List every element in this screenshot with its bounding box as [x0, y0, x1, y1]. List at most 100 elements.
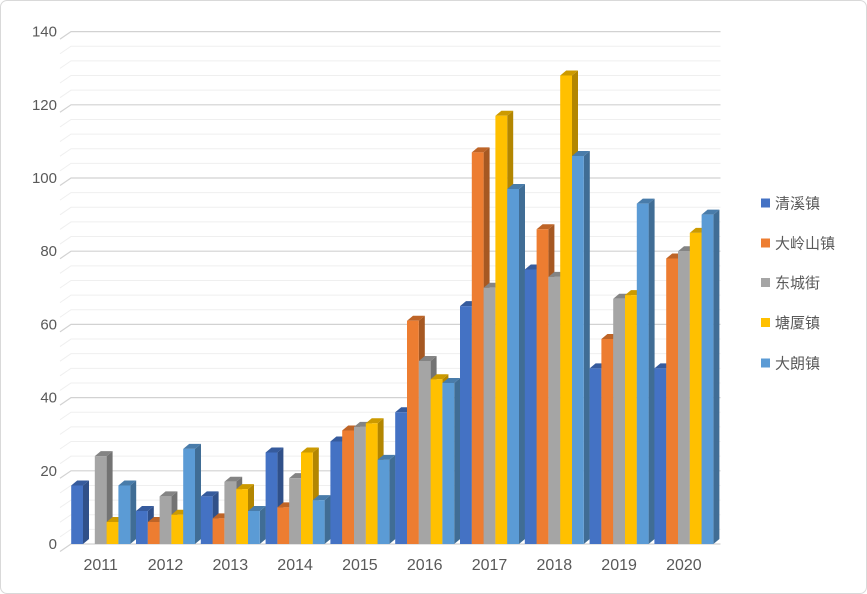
- bar-front-face: [301, 452, 313, 544]
- bar-front-face: [524, 269, 537, 544]
- bar[interactable]: [118, 480, 137, 544]
- x-axis-category-label: 2017: [472, 557, 508, 574]
- bar[interactable]: [507, 183, 525, 545]
- legend-swatch-icon: [761, 278, 770, 287]
- bar-top-face: [365, 418, 384, 424]
- bar-front-face: [601, 339, 614, 544]
- minor-gridline: [59, 236, 721, 245]
- bar-side-face: [454, 377, 461, 544]
- bar[interactable]: [636, 198, 655, 544]
- bar[interactable]: [701, 209, 720, 544]
- bar-front-face: [118, 485, 131, 544]
- y-axis-tick-label: 20: [40, 463, 57, 480]
- bar-front-face: [689, 232, 702, 544]
- bar[interactable]: [183, 443, 201, 544]
- bar-front-face: [442, 382, 455, 544]
- legend-label: 塘厦镇: [775, 315, 820, 332]
- bar-front-face: [636, 203, 649, 544]
- bar-top-face: [71, 480, 89, 486]
- bar-top-face: [418, 356, 437, 361]
- bar-side-face: [259, 506, 266, 544]
- bar-side-face: [648, 198, 655, 544]
- bar-top-face: [200, 491, 219, 497]
- bar[interactable]: [572, 151, 590, 545]
- bar-front-face: [236, 489, 248, 544]
- x-axis-category-label: 2015: [342, 557, 378, 574]
- bar[interactable]: [248, 506, 266, 544]
- bar-top-face: [159, 491, 178, 497]
- bar[interactable]: [377, 454, 396, 544]
- bar-front-face: [471, 152, 484, 544]
- bar-side-face: [130, 480, 137, 544]
- bar-front-face: [495, 115, 508, 544]
- bar-front-face: [430, 379, 443, 544]
- x-axis-category-label: 2020: [666, 557, 702, 574]
- bar-front-face: [407, 320, 419, 544]
- legend-item[interactable]: 大朗镇: [761, 356, 820, 373]
- bar-front-face: [654, 368, 667, 544]
- bar-top-face: [407, 315, 425, 321]
- legend-item[interactable]: 塘厦镇: [761, 315, 820, 332]
- bar-front-face: [548, 276, 561, 544]
- bar-top-face: [560, 70, 578, 76]
- bar-front-face: [265, 452, 278, 544]
- bar[interactable]: [312, 495, 331, 544]
- bar[interactable]: [71, 480, 89, 544]
- bar-top-face: [377, 454, 396, 460]
- legend-item[interactable]: 大岭山镇: [761, 236, 835, 253]
- bar-side-face: [195, 443, 201, 544]
- bar-top-face: [495, 110, 514, 116]
- bar-side-face: [324, 495, 331, 544]
- bar-front-face: [183, 448, 195, 544]
- minor-gridline: [59, 192, 721, 201]
- bar-front-face: [678, 251, 690, 544]
- legend-label: 大岭山镇: [775, 236, 835, 253]
- legend-item[interactable]: 东城街: [761, 275, 820, 292]
- bar-top-face: [701, 209, 720, 215]
- x-axis-category-label: 2011: [83, 557, 118, 574]
- bar-front-face: [159, 496, 172, 544]
- bar[interactable]: [442, 377, 461, 544]
- bar-front-face: [395, 412, 407, 544]
- x-axis-category-label: 2012: [148, 557, 184, 574]
- bar-top-face: [312, 495, 331, 501]
- bar-top-face: [265, 447, 284, 453]
- minor-gridline: [59, 206, 721, 216]
- bar-front-face: [377, 459, 390, 544]
- bar-front-face: [200, 496, 213, 544]
- bar-top-face: [442, 377, 461, 383]
- bar-top-face: [224, 476, 243, 482]
- minor-gridline: [59, 279, 721, 289]
- bar-front-face: [71, 485, 83, 544]
- x-axis-category-label: 2013: [213, 557, 249, 574]
- legend-swatch-icon: [761, 238, 770, 248]
- bar-front-face: [560, 75, 572, 545]
- bar-top-face: [248, 506, 266, 512]
- bar-top-face: [536, 224, 555, 230]
- bar-front-face: [289, 478, 301, 544]
- bar-top-face: [236, 484, 254, 490]
- minor-gridline: [59, 89, 721, 99]
- legend-swatch-icon: [761, 198, 770, 208]
- major-gridline: [59, 104, 721, 113]
- bar-front-face: [171, 514, 184, 544]
- bar-front-face: [354, 426, 366, 544]
- bar-front-face: [147, 522, 160, 544]
- bar-front-face: [589, 368, 602, 544]
- bar-front-face: [248, 511, 260, 544]
- y-axis-tick-label: 120: [32, 97, 57, 114]
- minor-gridline: [59, 118, 721, 128]
- minor-gridline: [59, 221, 721, 230]
- legend-swatch-icon: [761, 318, 770, 327]
- major-gridline: [59, 31, 721, 40]
- bar-top-face: [572, 151, 590, 157]
- legend-item[interactable]: 清溪镇: [761, 196, 820, 213]
- minor-gridline: [59, 265, 721, 274]
- bar-top-face: [183, 443, 201, 449]
- x-axis-category-label: 2019: [601, 557, 637, 574]
- bar-front-face: [212, 518, 225, 544]
- minor-gridline: [59, 60, 721, 69]
- y-axis-tick-label: 0: [49, 536, 57, 553]
